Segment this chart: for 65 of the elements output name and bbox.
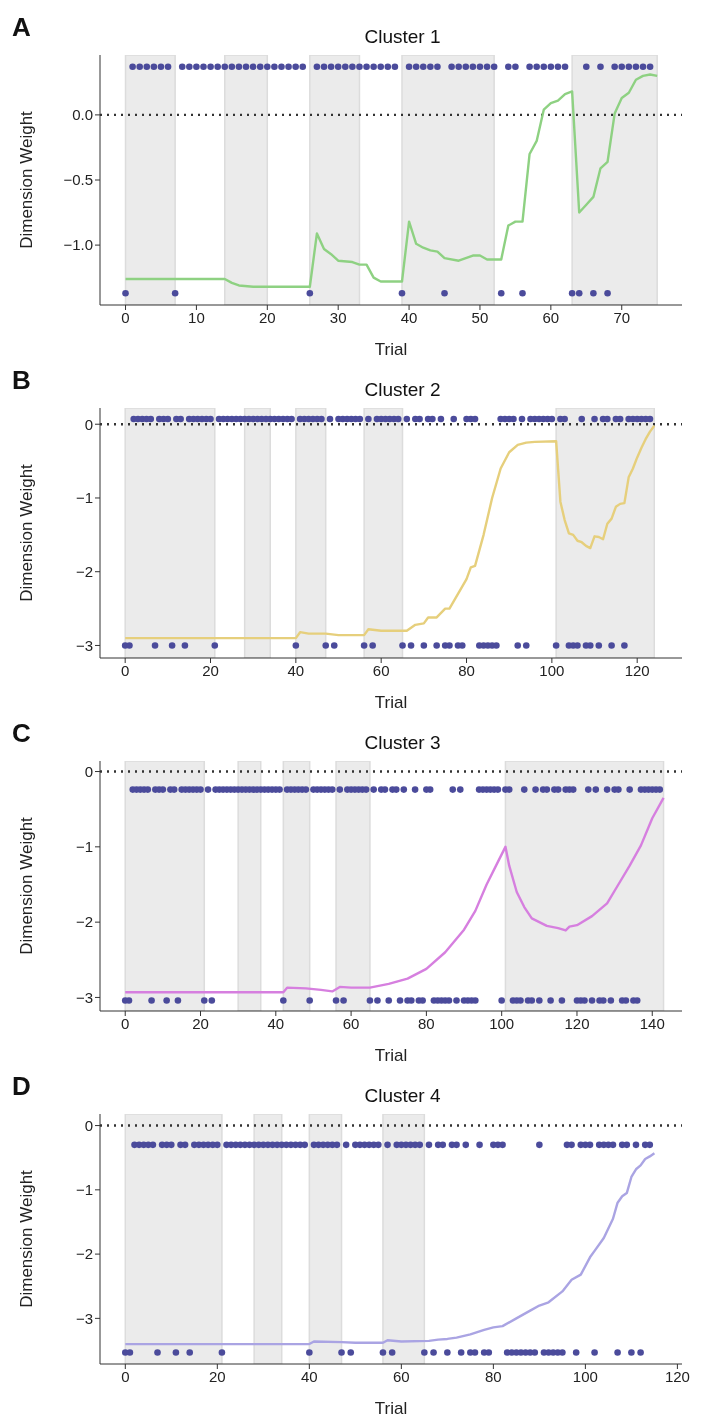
x-tick-label: 20 [258, 308, 276, 326]
y-tick-label: −1.0 [63, 236, 93, 254]
x-tick-label: 50 [471, 308, 489, 326]
chart-title: Cluster 3 [363, 732, 442, 754]
y-axis-title: Dimension Weight [17, 1169, 37, 1308]
x-tick-label: 0 [121, 1014, 130, 1032]
x-axis-title: Trial [374, 1399, 408, 1418]
text: C [12, 718, 31, 749]
y-tick-label: −3 [75, 1309, 93, 1327]
x-tick-label: 120 [624, 661, 650, 679]
x-tick-label: 20 [208, 1367, 226, 1385]
y-axis-title: Dimension Weight [17, 816, 37, 955]
x-tick-label: 10 [188, 308, 205, 326]
y-axis-title: Dimension Weight [17, 463, 37, 602]
x-tick-label: 120 [564, 1014, 590, 1032]
chart-title: Cluster 2 [363, 379, 442, 401]
line-series [124, 73, 659, 288]
y-tick-label: −2 [75, 563, 93, 581]
line-series [124, 796, 665, 994]
y-tick-label: −3 [75, 988, 93, 1006]
x-tick-label: 40 [287, 661, 305, 679]
y-tick-label: −2 [75, 913, 93, 931]
x-axis-title: Trial [374, 340, 408, 359]
x-tick-label: 60 [342, 1014, 360, 1032]
x-tick-label: 40 [400, 308, 418, 326]
y-tick-label: −0.5 [63, 171, 93, 189]
y-tick-label: 0.0 [72, 106, 93, 124]
x-tick-label: 20 [202, 661, 219, 679]
line-series [123, 424, 656, 640]
y-tick-label: −2 [75, 1245, 93, 1263]
x-tick-label: 60 [372, 661, 390, 679]
x-tick-label: 40 [300, 1367, 318, 1385]
x-tick-label: 0 [121, 308, 130, 326]
x-tick-label: 0 [121, 661, 130, 679]
x-axis-title: Trial [374, 693, 408, 712]
y-tick-label: −1 [75, 838, 93, 856]
y-tick-label: −1 [75, 489, 93, 507]
x-tick-label: 100 [572, 1367, 598, 1385]
chart-title: Cluster 4 [363, 1085, 442, 1107]
x-tick-label: 30 [329, 308, 347, 326]
x-tick-label: 60 [542, 308, 560, 326]
x-tick-label: 70 [613, 308, 631, 326]
x-axis-title: Trial [374, 1046, 408, 1065]
y-axis-title: Dimension Weight [17, 110, 37, 249]
y-tick-label: −1 [75, 1181, 93, 1199]
chart-title: Cluster 1 [363, 26, 442, 48]
x-tick-label: 100 [489, 1014, 515, 1032]
y-tick-label: 0 [84, 762, 93, 780]
text: B [12, 365, 31, 396]
x-tick-label: 80 [458, 661, 475, 679]
x-tick-label: 80 [485, 1367, 502, 1385]
x-tick-label: 120 [664, 1367, 690, 1385]
y-tick-label: 0 [84, 1116, 93, 1134]
x-tick-label: 20 [192, 1014, 209, 1032]
x-tick-label: 100 [539, 661, 565, 679]
text: A [12, 12, 31, 43]
x-tick-label: 140 [639, 1014, 665, 1032]
text: D [12, 1071, 31, 1102]
x-tick-label: 60 [393, 1367, 410, 1385]
x-tick-label: 80 [418, 1014, 435, 1032]
line-series [124, 1152, 656, 1346]
x-tick-label: 40 [267, 1014, 285, 1032]
y-tick-label: −3 [75, 636, 93, 654]
y-tick-label: 0 [84, 415, 93, 433]
x-tick-label: 0 [121, 1367, 130, 1385]
